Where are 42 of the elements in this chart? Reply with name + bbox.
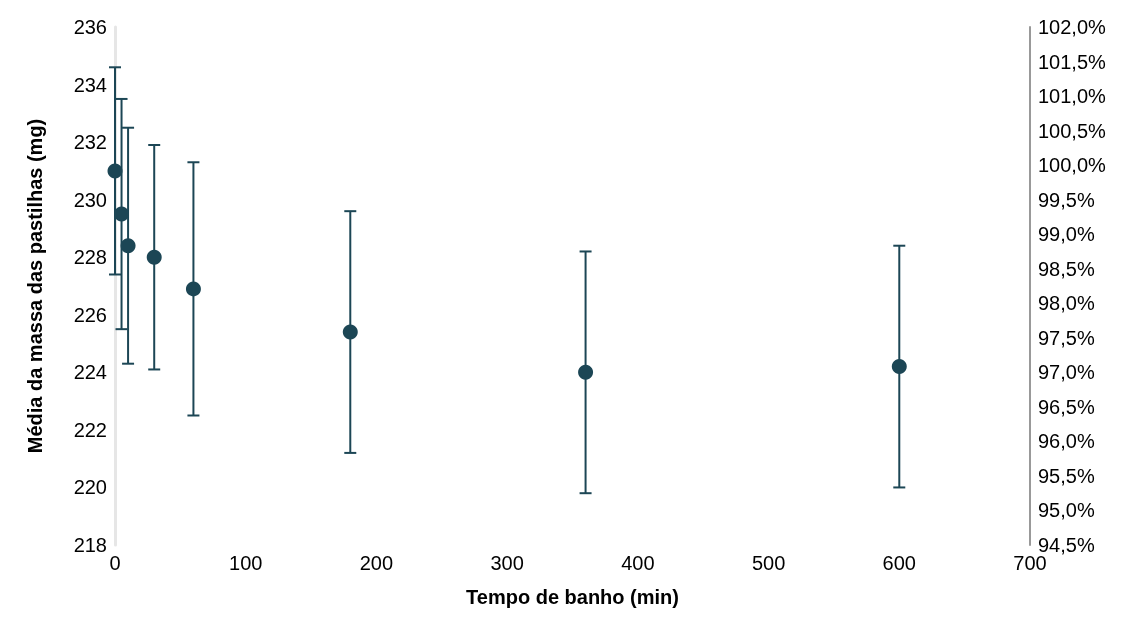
point: [342, 324, 358, 340]
x-axis-title: Tempo de banho (min): [466, 586, 679, 608]
x-tick-label: 300: [490, 552, 524, 574]
y-tick-label: 232: [73, 131, 107, 154]
y-tick-label: 230: [73, 188, 107, 211]
y-tick-label: 220: [73, 476, 107, 499]
point: [114, 206, 130, 222]
y2-tick-label: 101,0%: [1038, 85, 1107, 108]
y-tick-label: 226: [73, 303, 107, 326]
y2-tick-label: 97,0%: [1038, 361, 1095, 384]
y2-tick-label: 98,0%: [1038, 292, 1095, 315]
y2-tick-label: 95,0%: [1038, 499, 1095, 522]
y2-tick-label: 99,5%: [1038, 188, 1095, 211]
y-tick-label: 234: [73, 73, 107, 96]
y-axis-title: Média da massa das pastilhas (mg): [24, 118, 46, 454]
x-tick-label: 400: [621, 552, 655, 574]
point: [107, 163, 123, 179]
y2-tick-label: 98,5%: [1038, 257, 1095, 280]
y-tick-label: 218: [73, 534, 107, 556]
x-tick-label: 500: [751, 552, 786, 574]
y2-tick-label: 100,5%: [1038, 119, 1107, 142]
y2-tick-label: 101,5%: [1038, 50, 1107, 73]
point: [146, 249, 162, 265]
x-tick-label: 100: [229, 552, 263, 574]
point: [578, 364, 594, 380]
y-tick-label: 228: [73, 246, 107, 269]
y2-tick-label: 96,5%: [1038, 395, 1095, 418]
y2-tick-label: 95,5%: [1038, 464, 1095, 487]
y2-tick-label: 97,5%: [1038, 326, 1095, 349]
y-tick-label: 224: [73, 361, 107, 384]
x-tick-label: 0: [109, 552, 121, 574]
y-tick-label: 222: [73, 418, 107, 441]
point: [120, 238, 136, 254]
point: [185, 281, 201, 297]
y2-tick-label: 100,0%: [1038, 154, 1107, 177]
y-tick-label: 236: [73, 16, 107, 38]
y2-tick-label: 96,0%: [1038, 430, 1095, 453]
point: [891, 359, 907, 375]
y2-tick-label: 99,0%: [1038, 223, 1095, 246]
x-tick-label: 600: [882, 552, 916, 574]
x-tick-label: 200: [359, 552, 394, 574]
y2-tick-label: 102,0%: [1038, 16, 1107, 38]
